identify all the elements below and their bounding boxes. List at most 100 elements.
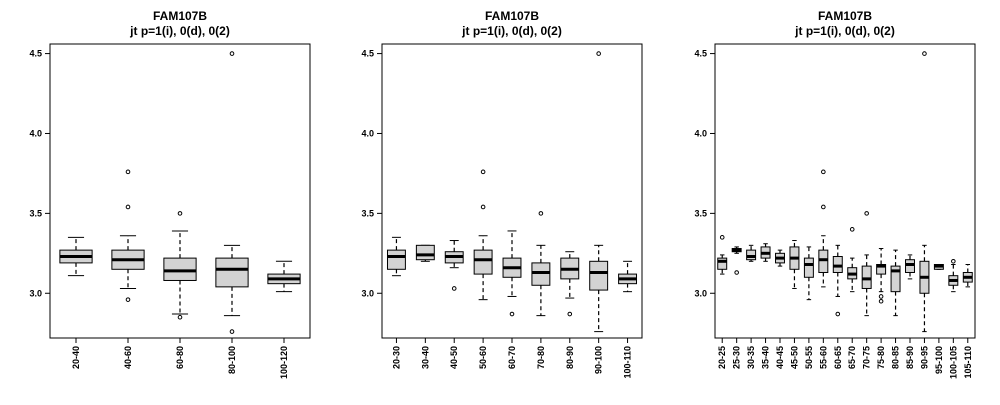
box-iqr <box>215 257 249 288</box>
outlier-point <box>835 311 841 317</box>
x-tick-label: 65-70 <box>847 346 857 369</box>
box-iqr <box>803 257 814 278</box>
box-90-95 <box>919 51 930 333</box>
outlier-point <box>951 259 956 264</box>
x-tick-label: 100-120 <box>279 346 289 379</box>
box-40-60 <box>111 169 145 302</box>
y-tick-label: 3.5 <box>694 208 707 218</box>
box-20-30 <box>386 236 406 277</box>
box-iqr <box>890 265 901 293</box>
box-100-105 <box>948 259 959 293</box>
box-100-110 <box>618 260 638 293</box>
y-tick-label: 4.5 <box>694 49 707 59</box>
outlier-point <box>567 311 573 317</box>
x-tick-label: 70-75 <box>862 346 872 369</box>
outlier-point <box>125 169 131 175</box>
y-tick-label: 3.0 <box>361 288 374 298</box>
box-iqr <box>531 262 551 286</box>
x-tick-label: 20-30 <box>391 346 401 369</box>
outlier-point <box>734 270 739 275</box>
box-75-80 <box>876 248 887 304</box>
chart-subtitle: jt p=1(i), 0(d), 0(2) <box>794 24 895 38</box>
x-tick-label: 90-95 <box>919 346 929 369</box>
x-tick-label: 40-60 <box>123 346 133 369</box>
box-iqr <box>473 249 493 275</box>
box-iqr <box>832 256 843 273</box>
x-tick-label: 60-80 <box>175 346 185 369</box>
x-tick-label: 60-70 <box>507 346 517 369</box>
box-80-85 <box>890 249 901 317</box>
chart-subtitle: jt p=1(i), 0(d), 0(2) <box>461 24 562 38</box>
x-tick-label: 80-90 <box>565 346 575 369</box>
x-tick-label: 20-40 <box>71 346 81 369</box>
outlier-point <box>878 298 884 304</box>
box-45-50 <box>789 240 800 289</box>
x-tick-label: 95-100 <box>934 346 944 374</box>
y-tick-label: 4.0 <box>361 128 374 138</box>
outlier-point <box>480 169 486 175</box>
box-100-120 <box>267 260 301 293</box>
x-tick-label: 45-50 <box>789 346 799 369</box>
x-tick-label: 80-100 <box>227 346 237 374</box>
chart-title: FAM107B <box>153 9 207 23</box>
outlier-point <box>229 51 235 56</box>
outlier-point <box>480 204 486 210</box>
outlier-point <box>878 294 884 299</box>
x-tick-label: 40-50 <box>449 346 459 369</box>
box-iqr <box>746 249 757 261</box>
chart-title: FAM107B <box>818 9 872 23</box>
box-105-110 <box>962 264 973 288</box>
x-tick-label: 55-60 <box>818 346 828 369</box>
box-50-55 <box>803 246 814 301</box>
box-70-75 <box>861 211 872 317</box>
x-tick-label: 30-40 <box>420 346 430 369</box>
box-65-70 <box>847 227 858 293</box>
x-tick-label: 50-60 <box>478 346 488 369</box>
box-25-30 <box>731 246 742 275</box>
box-40-50 <box>444 240 464 291</box>
box-iqr <box>386 249 406 270</box>
box-60-70 <box>502 230 522 317</box>
outlier-point <box>864 211 869 216</box>
plot-frame <box>714 43 976 339</box>
box-50-60 <box>473 169 493 301</box>
outlier-point <box>125 204 131 210</box>
box-20-40 <box>59 236 93 277</box>
outlier-point <box>509 311 515 317</box>
outlier-point <box>922 51 927 56</box>
box-95-100 <box>933 264 944 270</box>
box-70-80 <box>531 211 551 317</box>
x-tick-label: 75-80 <box>876 346 886 369</box>
y-tick-label: 4.0 <box>694 128 707 138</box>
y-tick-label: 3.0 <box>29 288 42 298</box>
outlier-point <box>177 211 183 216</box>
x-tick-label: 100-110 <box>623 346 633 379</box>
y-tick-label: 4.5 <box>29 49 42 59</box>
y-tick-label: 3.0 <box>694 288 707 298</box>
x-tick-label: 20-25 <box>717 346 727 369</box>
x-tick-label: 60-65 <box>833 346 843 369</box>
y-tick-label: 4.0 <box>29 128 42 138</box>
box-iqr <box>415 244 435 261</box>
box-60-80 <box>163 211 197 320</box>
chart-subtitle: jt p=1(i), 0(d), 0(2) <box>129 24 230 38</box>
y-tick-label: 3.5 <box>29 208 42 218</box>
box-80-100 <box>215 51 249 334</box>
box-iqr <box>818 249 829 273</box>
outlier-point <box>177 314 183 320</box>
outlier-point <box>229 329 235 334</box>
x-tick-label: 105-110 <box>963 346 973 379</box>
box-20-25 <box>717 235 728 275</box>
outlier-point <box>821 204 826 210</box>
box-iqr <box>861 265 872 289</box>
outlier-point <box>538 211 544 216</box>
outlier-point <box>821 169 826 175</box>
chart-title: FAM107B <box>485 9 539 23</box>
box-iqr <box>717 257 728 270</box>
x-tick-label: 30-35 <box>746 346 756 369</box>
outlier-point <box>125 297 131 302</box>
box-35-40 <box>760 243 771 262</box>
x-tick-label: 85-90 <box>905 346 915 369</box>
